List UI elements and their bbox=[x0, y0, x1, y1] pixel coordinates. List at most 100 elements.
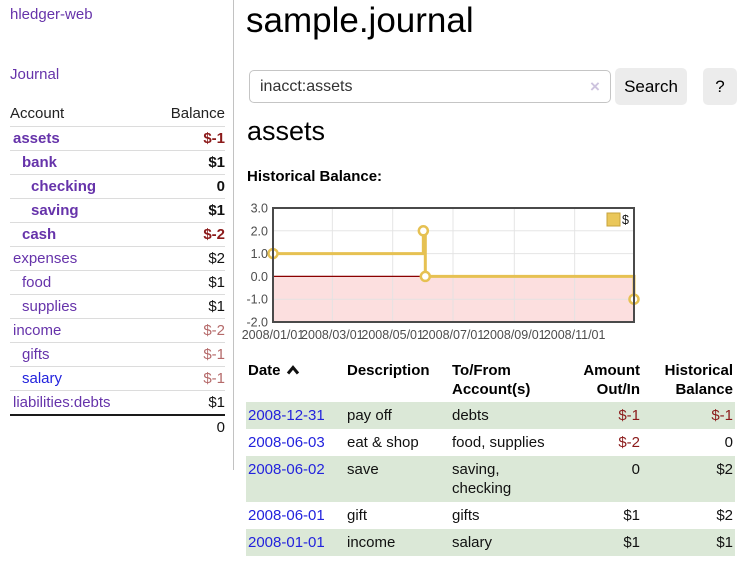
register-date-link[interactable]: 2008-06-02 bbox=[248, 461, 325, 478]
account-row: food $1 bbox=[10, 270, 225, 295]
svg-text:2008/05/01: 2008/05/01 bbox=[361, 328, 424, 342]
account-cell: checking bbox=[10, 175, 150, 199]
svg-text:0.0: 0.0 bbox=[251, 270, 268, 284]
svg-text:2.0: 2.0 bbox=[251, 224, 268, 238]
page-title: sample.journal bbox=[246, 1, 474, 40]
account-row: saving $1 bbox=[10, 198, 225, 223]
register-date-link[interactable]: 2008-06-01 bbox=[248, 507, 325, 524]
account-row: bank $1 bbox=[10, 150, 225, 175]
accounts-total-value: 0 bbox=[216, 419, 225, 436]
account-row: income $-2 bbox=[10, 318, 225, 343]
register-amount-cell: $1 bbox=[623, 534, 640, 551]
register-amount-cell: $-2 bbox=[618, 434, 640, 451]
account-row: assets $-1 bbox=[10, 126, 225, 151]
account-balance: 0 bbox=[216, 178, 225, 195]
register-description-cell: income bbox=[347, 534, 396, 551]
register-row: 2008-06-03 eat & shop food, supplies $-2 0 bbox=[246, 429, 735, 456]
account-balance: $2 bbox=[208, 250, 225, 267]
search-button[interactable]: Search bbox=[615, 68, 687, 105]
accounts-header-balance: Balance bbox=[170, 105, 225, 122]
register-header-row: Date Description To/From Account(s) Amount Ou… bbox=[246, 358, 735, 402]
account-balance: $-1 bbox=[203, 130, 225, 147]
account-cell: liabilities:debts bbox=[10, 391, 150, 416]
svg-text:1.0: 1.0 bbox=[251, 247, 268, 261]
register-amount-cell: $1 bbox=[623, 507, 640, 524]
register-description-cell: gift bbox=[347, 507, 368, 524]
register-table: Date Description To/From Account(s) Amount Ou… bbox=[246, 358, 735, 556]
account-balance: $1 bbox=[208, 202, 225, 219]
account-row: cash $-2 bbox=[10, 222, 225, 247]
sort-ascending-icon bbox=[286, 365, 299, 375]
register-date-link[interactable]: 2008-06-03 bbox=[248, 434, 325, 451]
help-button[interactable]: ? bbox=[703, 68, 737, 105]
register-row: 2008-12-31 pay off debts $-1 $-1 bbox=[246, 402, 735, 429]
account-balance: $1 bbox=[208, 298, 225, 315]
account-cell: assets bbox=[10, 127, 150, 151]
register-date-cell: 2008-06-03 bbox=[246, 429, 345, 456]
register-row: 2008-01-01 income salary $1 $1 bbox=[246, 529, 735, 556]
account-cell: income bbox=[10, 319, 150, 343]
account-link-supplies[interactable]: supplies bbox=[22, 298, 78, 315]
svg-text:2008/11/01: 2008/11/01 bbox=[544, 328, 606, 342]
account-balance: $-2 bbox=[203, 322, 225, 339]
register-balance-cell: $2 bbox=[716, 461, 733, 478]
register-accounts-cell: saving, checking bbox=[452, 461, 512, 497]
register-date-link[interactable]: 2008-01-01 bbox=[248, 534, 325, 551]
svg-text:2008/03/01: 2008/03/01 bbox=[301, 328, 364, 342]
accounts-header-account: Account bbox=[10, 105, 65, 122]
register-balance-cell: $2 bbox=[716, 507, 733, 524]
account-link-gifts[interactable]: gifts bbox=[22, 346, 50, 363]
account-link-bank[interactable]: bank bbox=[22, 154, 58, 171]
account-balance: $1 bbox=[208, 394, 225, 411]
account-link-salary[interactable]: salary bbox=[22, 370, 63, 387]
app-title-link[interactable]: hledger-web bbox=[10, 6, 93, 23]
search-input[interactable] bbox=[249, 70, 611, 103]
account-link-assets[interactable]: assets bbox=[13, 130, 60, 147]
account-link-checking[interactable]: checking bbox=[31, 178, 97, 195]
account-link-cash[interactable]: cash bbox=[22, 226, 57, 243]
account-cell: expenses bbox=[10, 247, 150, 271]
register-header-historical-balance: Historical Balance bbox=[664, 362, 733, 398]
register-date-link[interactable]: 2008-12-31 bbox=[248, 407, 325, 424]
register-amount-cell: 0 bbox=[631, 461, 640, 478]
account-link-income[interactable]: income bbox=[13, 322, 62, 339]
register-header-date[interactable]: Date bbox=[246, 358, 345, 402]
svg-text:-1.0: -1.0 bbox=[246, 293, 268, 307]
register-balance-cell: $1 bbox=[716, 534, 733, 551]
register-accounts-cell: salary bbox=[452, 534, 493, 551]
register-description-cell: pay off bbox=[347, 407, 392, 424]
account-balance: $-2 bbox=[203, 226, 225, 243]
account-cell: cash bbox=[10, 223, 150, 247]
register-date-cell: 2008-01-01 bbox=[246, 529, 345, 556]
register-date-cell: 2008-12-31 bbox=[246, 402, 345, 429]
account-row: checking 0 bbox=[10, 174, 225, 199]
account-link-saving[interactable]: saving bbox=[31, 202, 79, 219]
register-accounts-cell: food, supplies bbox=[452, 434, 545, 451]
register-amount-cell: $-1 bbox=[618, 407, 640, 424]
register-accounts-cell: gifts bbox=[452, 507, 480, 524]
register-date-cell: 2008-06-01 bbox=[246, 502, 345, 529]
register-header-tofrom-accounts: To/From Account(s) bbox=[452, 362, 531, 398]
account-link-liabilities-debts[interactable]: liabilities:debts bbox=[13, 394, 111, 411]
historical-balance-chart: $3.0 2.0 1.0 0.0 -1.0 -2.02008/01/012008/03/0… bbox=[242, 202, 640, 342]
register-row: 2008-06-02 save saving, checking 0 $2 bbox=[246, 456, 735, 502]
accounts-table: Account Balance assets $-1 bank $1 checking 0… bbox=[10, 101, 225, 439]
register-accounts-cell: debts bbox=[452, 407, 489, 424]
account-row: salary $-1 bbox=[10, 366, 225, 391]
account-link-expenses[interactable]: expenses bbox=[13, 250, 78, 267]
sidebar: hledger-web Journal Account Balance asse… bbox=[0, 0, 234, 470]
svg-text:2008/09/01: 2008/09/01 bbox=[483, 328, 546, 342]
register-balance-cell: 0 bbox=[724, 434, 733, 451]
register-header-description: Description bbox=[347, 362, 430, 379]
account-row: supplies $1 bbox=[10, 294, 225, 319]
register-date-cell: 2008-06-02 bbox=[246, 456, 345, 502]
account-link-food[interactable]: food bbox=[22, 274, 52, 291]
register-header-amount-outin: Amount Out/In bbox=[583, 362, 640, 398]
sidebar-item-journal[interactable]: Journal bbox=[10, 66, 60, 83]
account-cell: food bbox=[10, 271, 150, 295]
clear-search-icon[interactable]: × bbox=[590, 77, 600, 96]
register-description-cell: save bbox=[347, 461, 379, 478]
account-cell: gifts bbox=[10, 343, 150, 367]
account-balance: $-1 bbox=[203, 346, 225, 363]
account-cell: saving bbox=[10, 199, 150, 223]
